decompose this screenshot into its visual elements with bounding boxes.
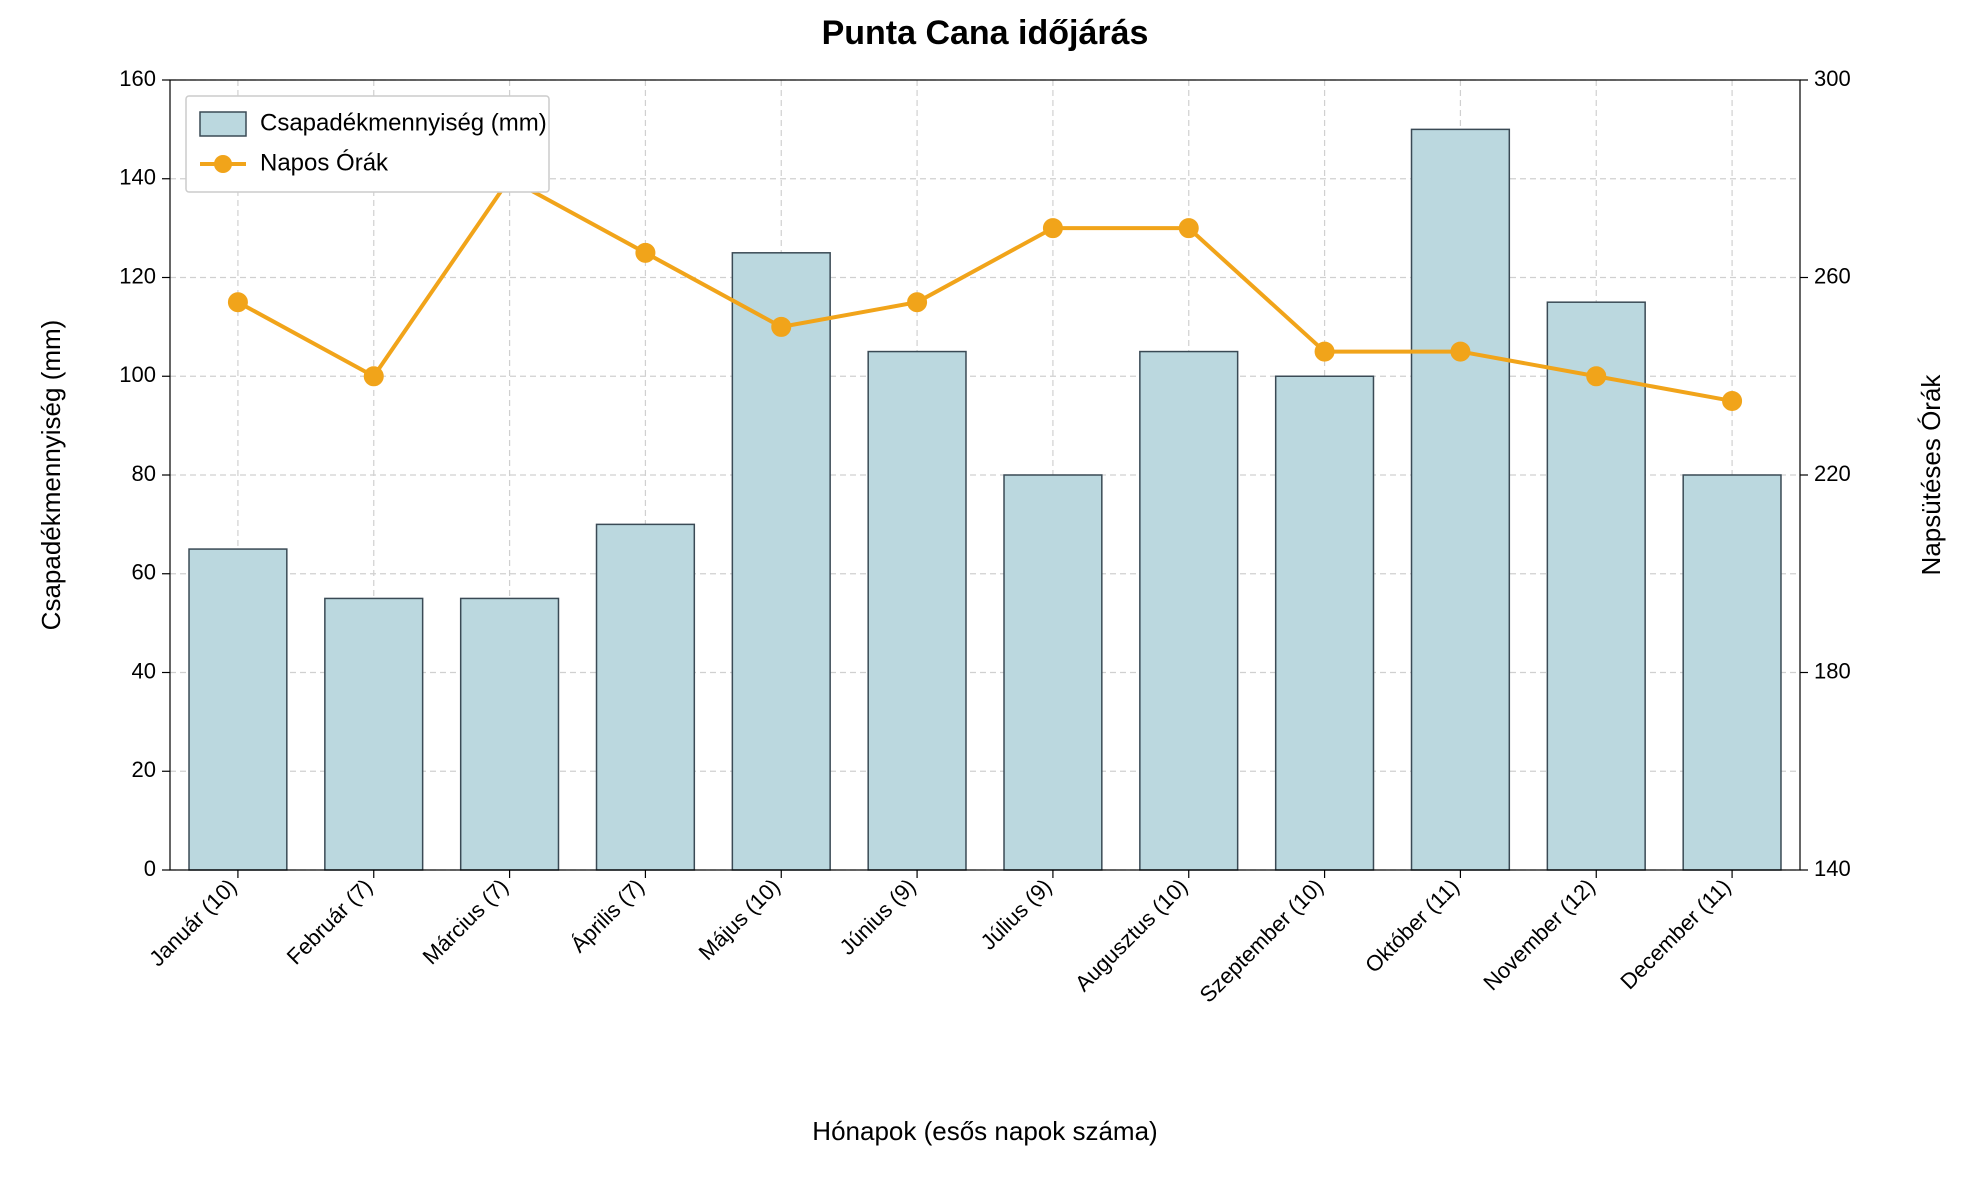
bar [597, 524, 695, 870]
bar [1412, 129, 1510, 870]
bar [1140, 352, 1238, 870]
bar [325, 598, 423, 870]
bar [189, 549, 287, 870]
line-marker [365, 367, 383, 385]
y1-tick-label: 60 [132, 560, 156, 585]
line-marker [1723, 392, 1741, 410]
bar [461, 598, 559, 870]
y1-tick-label: 120 [119, 263, 156, 288]
weather-chart: 020406080100120140160140180220260300Janu… [0, 0, 1980, 1180]
y1-tick-label: 140 [119, 165, 156, 190]
legend-label: Napos Órák [260, 149, 389, 176]
x-axis-label: Hónapok (esős napok száma) [812, 1116, 1157, 1146]
legend-label: Csapadékmennyiség (mm) [260, 109, 547, 136]
y1-tick-label: 40 [132, 658, 156, 683]
bar [1683, 475, 1781, 870]
bar [1276, 376, 1374, 870]
y1-tick-label: 80 [132, 461, 156, 486]
bar [868, 352, 966, 870]
y1-axis-label: Csapadékmennyiség (mm) [36, 320, 66, 631]
y1-tick-label: 160 [119, 66, 156, 91]
line-marker [1316, 343, 1334, 361]
y1-tick-label: 20 [132, 757, 156, 782]
line-marker [908, 293, 926, 311]
y2-axis-label: Napsütéses Órák [1916, 374, 1946, 576]
y1-tick-label: 0 [144, 856, 156, 881]
y2-tick-label: 300 [1814, 66, 1851, 91]
bar [1547, 302, 1645, 870]
legend-marker [214, 155, 232, 173]
y2-tick-label: 220 [1814, 461, 1851, 486]
y2-tick-label: 180 [1814, 658, 1851, 683]
bar [732, 253, 830, 870]
bar [1004, 475, 1102, 870]
line-marker [1451, 343, 1469, 361]
chart-title: Punta Cana időjárás [822, 14, 1149, 52]
line-marker [772, 318, 790, 336]
y2-tick-label: 140 [1814, 856, 1851, 881]
line-marker [636, 244, 654, 262]
line-marker [1587, 367, 1605, 385]
y2-tick-label: 260 [1814, 263, 1851, 288]
line-marker [1180, 219, 1198, 237]
line-marker [229, 293, 247, 311]
legend-swatch-bar [200, 112, 246, 136]
line-marker [1044, 219, 1062, 237]
y1-tick-label: 100 [119, 362, 156, 387]
chart-container: 020406080100120140160140180220260300Janu… [0, 0, 1980, 1180]
